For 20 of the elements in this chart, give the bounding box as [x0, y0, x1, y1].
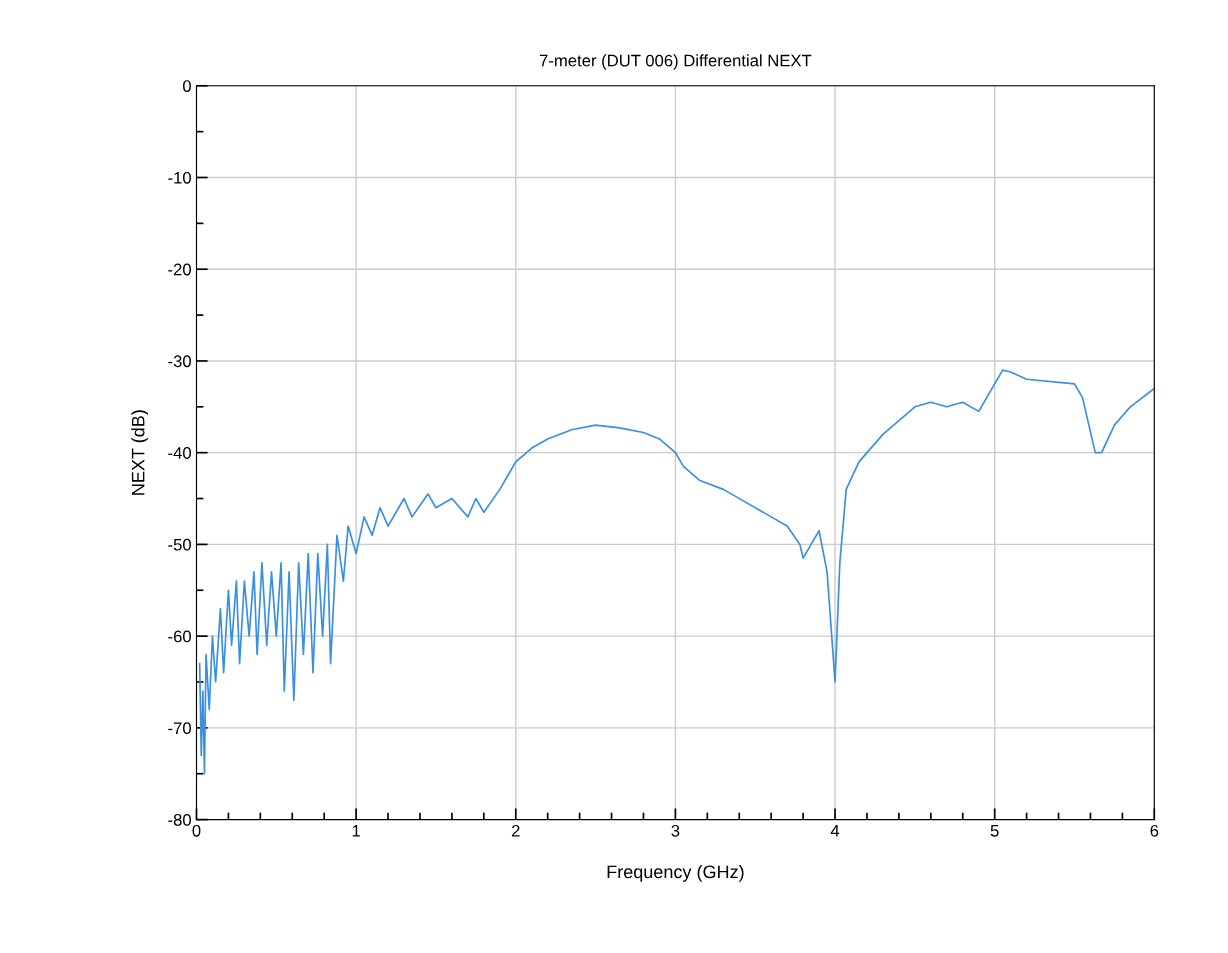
y-tick-label: -80	[168, 813, 191, 826]
y-axis-title: NEXT (dB)	[131, 410, 149, 495]
y-tick-label: -30	[168, 355, 191, 368]
line-series	[198, 369, 1155, 775]
y-tick-label: -10	[168, 171, 191, 184]
x-tick-label: 3	[671, 824, 680, 837]
y-tick-label: -60	[168, 630, 191, 643]
y-tick-label: -70	[168, 722, 191, 735]
x-tick-label: 1	[352, 825, 360, 837]
x-tick-label: 6	[1150, 824, 1159, 837]
x-tick-label: 4	[830, 825, 840, 837]
x-tick-label: 5	[990, 825, 999, 837]
x-tick-label: 0	[192, 824, 201, 837]
chart-title: 7-meter (DUT 006) Differential NEXT	[539, 54, 812, 70]
y-tick-label: -40	[168, 447, 191, 459]
y-tick-label: -20	[168, 263, 191, 276]
y-tick-label: 0	[183, 80, 191, 92]
x-tick-label: 2	[511, 824, 520, 837]
x-axis-title: Frequency (GHz)	[607, 864, 744, 882]
y-tick-label: -50	[168, 538, 191, 551]
